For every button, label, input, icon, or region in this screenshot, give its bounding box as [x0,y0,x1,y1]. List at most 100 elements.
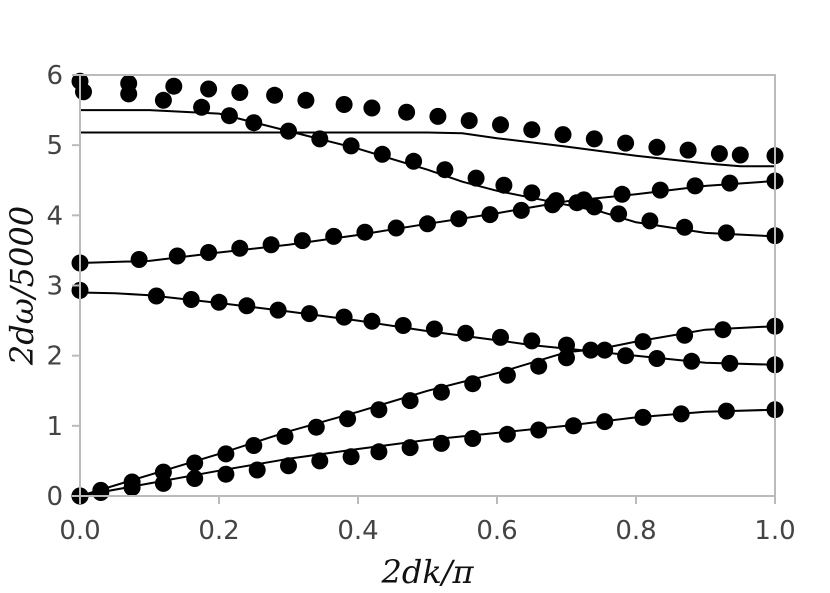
data-point [481,206,499,224]
data-point [276,427,294,445]
data-point [335,308,353,326]
y-tick-label: 5 [46,131,63,161]
data-point [311,452,329,470]
data-point [342,448,360,466]
data-point [554,126,572,144]
data-point [419,215,436,233]
data-point [582,341,600,359]
data-point [464,430,482,447]
data-point [523,184,541,202]
y-tick-label: 0 [46,482,63,512]
data-point [373,145,391,163]
data-point [370,443,388,461]
data-point [401,439,419,457]
x-tick-label: 0.6 [476,516,517,546]
data-point [498,366,516,384]
data-point [210,293,228,311]
data-point [672,405,690,423]
x-axis-title: 2dk/π [380,553,474,591]
curve-6 [80,131,775,168]
data-point [123,473,141,491]
data-point [200,244,218,261]
data-point [467,169,485,187]
data-point [610,205,628,223]
data-point [686,177,704,195]
data-point [457,324,475,342]
y-axis: 0 1 2 3 4 5 6 [46,61,80,512]
curve-2 [79,325,776,497]
data-point [217,445,235,463]
data-point [710,145,728,163]
data-point [269,301,287,319]
x-tick-label: 0.8 [615,516,656,546]
data-point [245,114,263,132]
data-point [342,137,360,155]
data-point [683,352,701,370]
data-point [450,210,468,228]
data-point [325,227,343,245]
data-point [266,86,284,104]
data-point [731,146,749,164]
data-point [717,402,735,420]
data-point [492,328,509,346]
data-point [165,77,183,95]
data-point [634,408,652,426]
data-point [339,410,357,428]
data-point [585,198,603,216]
data-point [200,80,218,98]
data-point [238,297,256,315]
x-tick-label: 0.4 [337,516,378,546]
data-point [335,96,353,113]
data-point [120,85,138,103]
data-point [245,437,263,454]
data-point [617,134,635,152]
y-tick-label: 2 [46,342,63,372]
data-point [280,457,297,475]
data-point [387,219,405,237]
data-point [186,470,204,487]
data-point [363,312,381,330]
data-point [634,333,652,351]
x-tick-label: 1.0 [754,516,795,546]
data-point [220,107,238,125]
y-tick-label: 1 [46,412,63,442]
data-point [679,141,697,159]
data-point [721,174,739,192]
data-point [398,103,416,121]
data-point [530,357,548,375]
data-point [231,239,249,257]
data-point [248,461,266,479]
data-point [92,481,110,499]
data-point [370,401,388,419]
data-point [297,91,315,109]
data-point [307,418,325,436]
y-axis-title: 2dω/5000 [3,206,41,366]
data-point [676,326,694,344]
data-point [641,212,659,230]
data-point [676,218,694,236]
data-point [147,287,165,305]
data-point [394,317,412,334]
marker-layer [71,72,784,505]
data-point [565,417,582,435]
data-point [130,251,148,268]
data-point [300,305,318,323]
data-point [460,112,478,130]
data-point [596,413,614,431]
data-point [530,421,548,439]
data-point [405,152,423,170]
data-point [436,161,454,179]
data-point [721,354,739,372]
data-point [585,130,603,148]
y-tick-label: 6 [46,61,63,91]
x-tick-label: 0.0 [59,516,100,546]
data-point [262,236,280,254]
data-point [523,121,541,139]
data-point [464,375,482,393]
plot-frame [79,74,776,497]
data-point [492,116,509,134]
y-tick-label: 4 [46,201,63,231]
data-point [714,321,732,339]
data-point [293,232,311,250]
